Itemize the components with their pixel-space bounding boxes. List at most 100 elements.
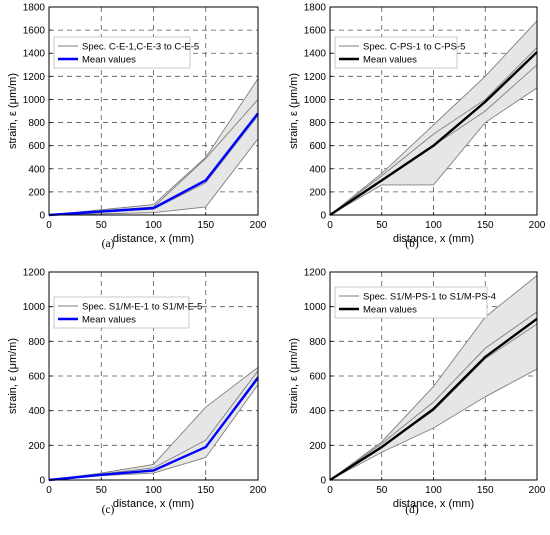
x-tick-label: 0 — [327, 485, 333, 496]
x-axis-title: distance, x (mm) — [393, 233, 474, 245]
x-tick-label: 0 — [46, 485, 52, 496]
legend-label-specimens: Spec. C-E-1,C-E-3 to C-E-5 — [82, 42, 199, 53]
chart-panel: 0 50 100 150 200 0 200 400 600 800 1000 1200 distanc… — [7, 268, 267, 517]
specimen-line — [329, 275, 538, 481]
specimen-band — [330, 20, 537, 215]
x-tick-label: 150 — [197, 485, 214, 496]
x-tick-label: 150 — [197, 220, 214, 231]
y-tick-label: 0 — [39, 476, 45, 487]
x-tick-label: 150 — [477, 485, 494, 496]
y-axis-title: strain, ε (μm/m) — [288, 338, 300, 414]
specimen-line — [329, 311, 538, 481]
y-tick-label: 1400 — [304, 49, 327, 60]
mean-line — [48, 377, 259, 482]
y-axis-title: strain, ε (μm/m) — [7, 338, 19, 414]
x-tick-label: 100 — [425, 220, 442, 231]
legend-box — [53, 36, 191, 69]
y-tick-label: 400 — [309, 406, 326, 417]
specimen-line — [329, 47, 538, 216]
x-tick-label: 150 — [477, 220, 494, 231]
mean-line — [329, 317, 538, 482]
x-tick-label: 50 — [96, 220, 108, 231]
y-tick-label: 800 — [28, 337, 45, 348]
y-tick-label: 600 — [28, 141, 45, 152]
x-tick-label: 100 — [145, 220, 162, 231]
legend: Spec. C-E-1,C-E-3 to C-E-5 Mean values — [53, 36, 199, 69]
legend-label-specimens: Spec. C-PS-1 to C-PS-5 — [363, 42, 465, 53]
x-tick-label: 200 — [250, 220, 267, 231]
x-tick-label: 200 — [250, 485, 267, 496]
legend-label-specimens: Spec. S1/M-E-1 to S1/M-E-5 — [82, 302, 202, 313]
y-tick-label: 1600 — [304, 26, 327, 37]
legend-box — [334, 286, 488, 319]
panel-label: (a) — [102, 238, 115, 250]
y-tick-label: 0 — [320, 211, 326, 222]
y-axis-title: strain, ε (μm/m) — [7, 73, 19, 149]
y-tick-label: 1600 — [23, 26, 46, 37]
mean-line — [48, 112, 259, 217]
y-tick-label: 0 — [320, 476, 326, 487]
y-tick-label: 800 — [28, 118, 45, 129]
x-tick-label: 200 — [529, 220, 546, 231]
y-tick-label: 1000 — [304, 302, 327, 313]
x-tick-label: 100 — [145, 485, 162, 496]
y-tick-label: 200 — [28, 441, 45, 452]
y-tick-label: 1800 — [304, 3, 327, 14]
y-tick-label: 1000 — [304, 95, 327, 106]
y-tick-label: 600 — [309, 141, 326, 152]
y-tick-label: 400 — [28, 164, 45, 175]
panel-label: (d) — [405, 504, 419, 516]
specimen-line — [329, 87, 538, 216]
x-axis-title: distance, x (mm) — [113, 498, 194, 510]
x-tick-label: 100 — [425, 485, 442, 496]
y-tick-label: 1800 — [23, 3, 46, 14]
specimen-band — [49, 367, 258, 480]
x-tick-label: 0 — [327, 220, 333, 231]
legend-label-specimens: Spec. S1/M-PS-1 to S1/M-PS-4 — [363, 292, 496, 303]
legend-box — [334, 36, 458, 69]
legend-label-mean: Mean values — [82, 315, 136, 326]
y-tick-label: 1200 — [304, 72, 327, 83]
specimen-line — [48, 78, 259, 216]
y-tick-label: 1000 — [23, 302, 46, 313]
y-tick-label: 1200 — [304, 268, 327, 279]
y-tick-label: 200 — [28, 187, 45, 198]
y-tick-label: 200 — [309, 187, 326, 198]
y-tick-label: 200 — [309, 441, 326, 452]
chart-panel: 0 50 100 150 200 0 200 400 600 800 1000 1200 1400 160… — [288, 3, 546, 251]
y-tick-label: 1200 — [23, 72, 46, 83]
legend: Spec. S1/M-E-1 to S1/M-E-5 Mean values — [53, 296, 202, 329]
x-tick-label: 0 — [46, 220, 52, 231]
specimen-line — [329, 368, 538, 481]
x-axis-title: distance, x (mm) — [113, 233, 194, 245]
legend-box — [53, 296, 190, 329]
chart-panel: 0 50 100 150 200 0 200 400 600 800 1000 1200 distanc… — [288, 268, 546, 517]
x-tick-label: 50 — [376, 220, 388, 231]
y-tick-label: 400 — [309, 164, 326, 175]
y-tick-label: 1400 — [23, 49, 46, 60]
x-axis-title: distance, x (mm) — [393, 498, 474, 510]
y-tick-label: 0 — [39, 211, 45, 222]
legend-label-mean: Mean values — [363, 305, 417, 316]
y-tick-label: 1000 — [23, 95, 46, 106]
mean-line — [329, 51, 538, 216]
x-tick-label: 200 — [529, 485, 546, 496]
specimen-line — [329, 20, 538, 216]
x-tick-label: 50 — [376, 485, 388, 496]
y-tick-label: 400 — [28, 406, 45, 417]
panel-label: (b) — [405, 238, 419, 250]
y-tick-label: 800 — [309, 118, 326, 129]
specimen-band — [330, 275, 537, 480]
x-tick-label: 50 — [96, 485, 108, 496]
y-tick-label: 600 — [309, 372, 326, 383]
y-tick-label: 600 — [28, 372, 45, 383]
legend: Spec. C-PS-1 to C-PS-5 Mean values — [334, 36, 465, 69]
y-tick-label: 800 — [309, 337, 326, 348]
panel-label: (c) — [102, 504, 115, 516]
legend-label-mean: Mean values — [363, 55, 417, 66]
y-tick-label: 1200 — [23, 268, 46, 279]
legend-label-mean: Mean values — [82, 55, 136, 66]
legend: Spec. S1/M-PS-1 to S1/M-PS-4 Mean values — [334, 286, 496, 319]
chart-panel: 0 50 100 150 200 0 200 400 600 800 1000 1200 1400 160… — [7, 3, 267, 251]
